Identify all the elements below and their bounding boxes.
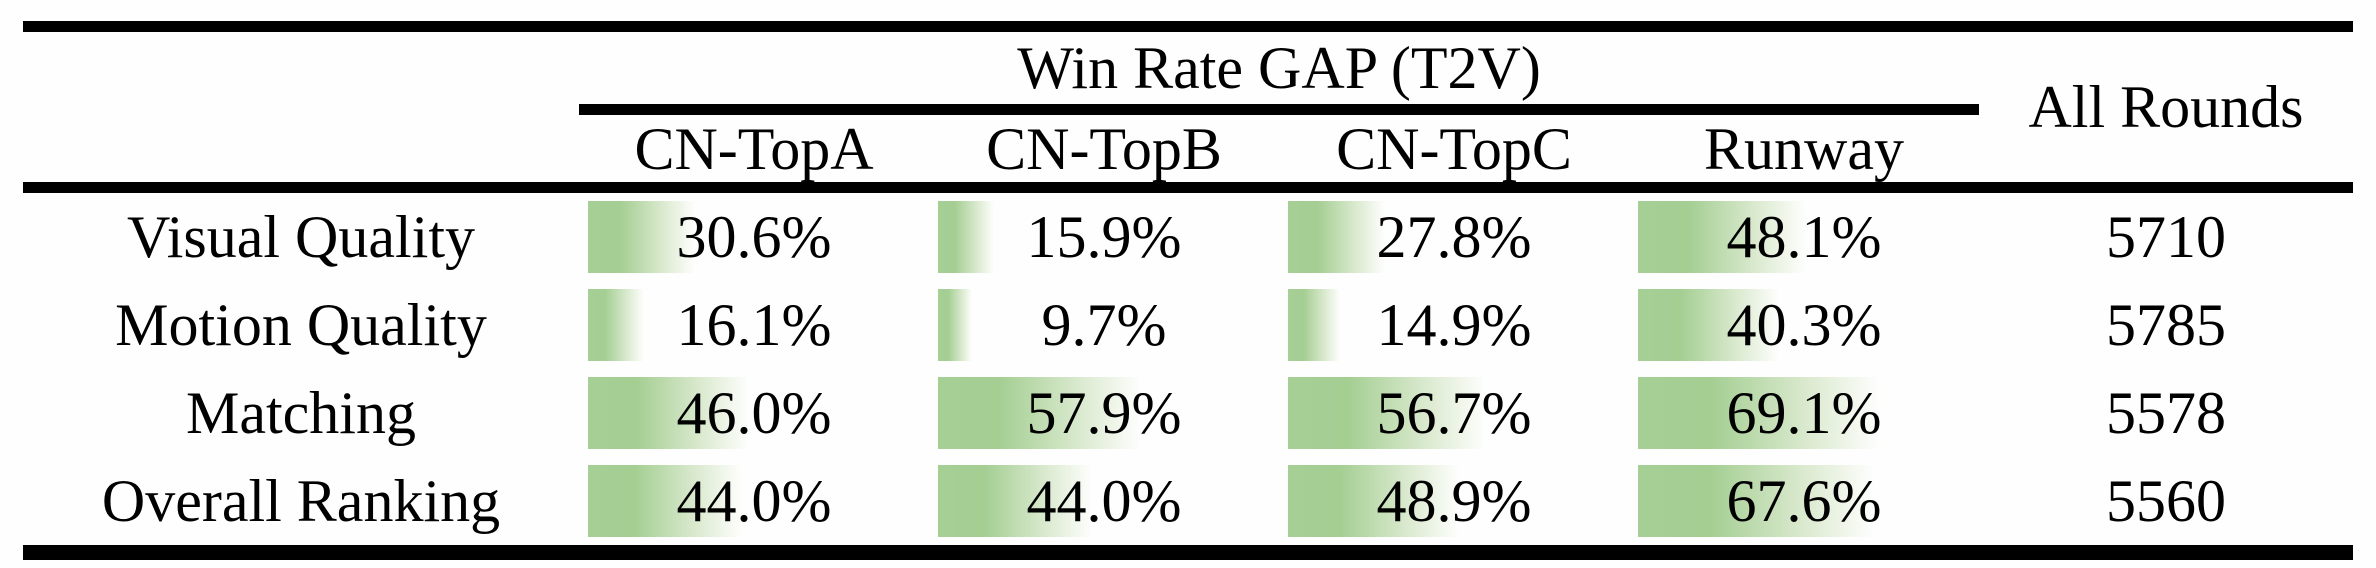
row-label: Matching	[186, 380, 416, 446]
bottom-rule	[23, 545, 2353, 560]
win-rate-value: 27.8%	[1376, 204, 1532, 270]
win-rate-bar	[1638, 377, 1880, 449]
row-label: Motion Quality	[115, 292, 487, 358]
win-rate-cell: 57.9%	[929, 369, 1279, 457]
win-rate-value: 44.0%	[676, 468, 832, 534]
row-label-matching: Matching	[23, 369, 579, 457]
win-rate-bar	[588, 377, 749, 449]
all-rounds-number: 5578	[2106, 380, 2226, 446]
win-rate-bar	[1288, 201, 1386, 273]
win-rate-bar	[938, 201, 994, 273]
column-header-all-rounds: All Rounds	[1979, 32, 2353, 182]
table-header: Win Rate GAP (T2V) CN-TopA CN-TopB CN-To…	[23, 32, 2353, 182]
win-rate-bar	[1288, 465, 1460, 537]
win-rate-cell: 15.9%	[929, 193, 1279, 281]
win-rate-cell: 46.0%	[579, 369, 929, 457]
win-rate-bar	[588, 465, 742, 537]
row-label-motion-quality: Motion Quality	[23, 281, 579, 369]
win-rate-value: 16.1%	[676, 292, 832, 358]
column-header-label: Runway	[1704, 115, 1904, 182]
win-rate-bar	[588, 289, 645, 361]
win-rate-value: 9.7%	[1041, 292, 1167, 358]
column-header-label: All Rounds	[2028, 74, 2304, 140]
win-rate-value: 14.9%	[1376, 292, 1532, 358]
win-rate-cell: 16.1%	[579, 281, 929, 369]
win-rate-bar	[1288, 377, 1487, 449]
row-label-overall-ranking: Overall Ranking	[23, 457, 579, 545]
all-rounds-number: 5710	[2106, 204, 2226, 270]
win-rate-bar	[938, 377, 1141, 449]
all-rounds-value: 5710	[1979, 193, 2353, 281]
column-header-cn-topb: CN-TopB	[929, 115, 1279, 182]
all-rounds-value: 5785	[1979, 281, 2353, 369]
win-rate-bar	[1288, 289, 1341, 361]
win-rate-cell: 30.6%	[579, 193, 929, 281]
column-header-label: CN-TopA	[634, 115, 874, 182]
win-rate-cell: 69.1%	[1629, 369, 1979, 457]
row-label: Overall Ranking	[101, 468, 501, 534]
win-rate-value: 40.3%	[1726, 292, 1882, 358]
all-rounds-value: 5578	[1979, 369, 2353, 457]
win-rate-value: 56.7%	[1376, 380, 1532, 446]
all-rounds-number: 5785	[2106, 292, 2226, 358]
win-rate-value: 15.9%	[1026, 204, 1182, 270]
win-rate-bar	[1638, 289, 1780, 361]
win-rate-value: 67.6%	[1726, 468, 1882, 534]
column-header-runway: Runway	[1629, 115, 1979, 182]
win-rate-bar	[588, 201, 696, 273]
column-header-cn-topa: CN-TopA	[579, 115, 929, 182]
win-rate-value: 48.1%	[1726, 204, 1882, 270]
column-header-label: CN-TopC	[1336, 115, 1572, 182]
group-header-win-rate-gap: Win Rate GAP (T2V)	[579, 32, 1979, 104]
win-rate-cell: 67.6%	[1629, 457, 1979, 545]
top-rule	[23, 21, 2353, 32]
group-header-label: Win Rate GAP (T2V)	[1017, 35, 1541, 101]
win-rate-bar	[1638, 465, 1875, 537]
column-header-label: CN-TopB	[986, 115, 1222, 182]
win-rate-bar	[938, 289, 972, 361]
win-rate-bar	[938, 465, 1092, 537]
win-rate-cell: 27.8%	[1279, 193, 1629, 281]
win-rate-cell: 48.9%	[1279, 457, 1629, 545]
win-rate-bar	[1638, 201, 1807, 273]
win-rate-value: 30.6%	[676, 204, 832, 270]
win-rate-value: 46.0%	[676, 380, 832, 446]
win-rate-value: 69.1%	[1726, 380, 1882, 446]
win-rate-cell: 44.0%	[929, 457, 1279, 545]
all-rounds-number: 5560	[2106, 468, 2226, 534]
row-label: Visual Quality	[126, 204, 476, 270]
win-rate-value: 44.0%	[1026, 468, 1182, 534]
win-rate-cell: 40.3%	[1629, 281, 1979, 369]
all-rounds-value: 5560	[1979, 457, 2353, 545]
win-rate-value: 48.9%	[1376, 468, 1532, 534]
header-rule	[23, 182, 2353, 193]
win-rate-cell: 56.7%	[1279, 369, 1629, 457]
row-label-visual-quality: Visual Quality	[23, 193, 579, 281]
cmidrule	[579, 104, 1979, 115]
win-rate-value: 57.9%	[1026, 380, 1182, 446]
table-body: Visual Quality 30.6% 15.9% 27.8% 48.1% 5…	[23, 193, 2353, 545]
win-rate-cell: 9.7%	[929, 281, 1279, 369]
win-rate-cell: 14.9%	[1279, 281, 1629, 369]
win-rate-cell: 44.0%	[579, 457, 929, 545]
win-rate-cell: 48.1%	[1629, 193, 1979, 281]
column-header-cn-topc: CN-TopC	[1279, 115, 1629, 182]
